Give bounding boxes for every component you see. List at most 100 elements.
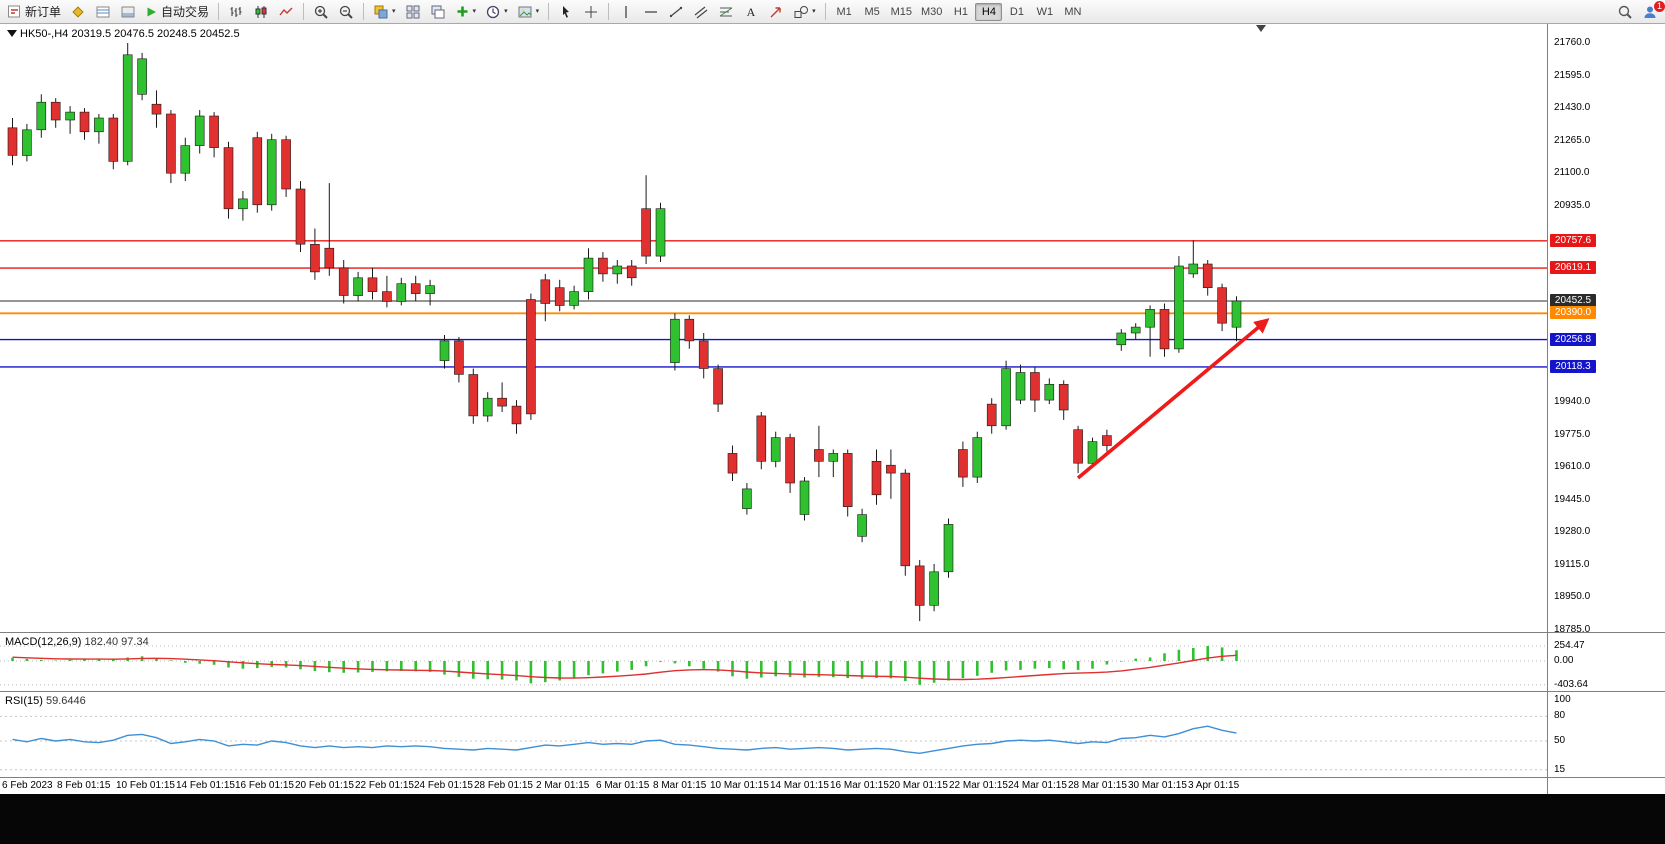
toolbar-separator xyxy=(218,3,220,20)
time-tick-label: 20 Mar 01:15 xyxy=(889,780,948,791)
time-tick-label: 16 Feb 01:15 xyxy=(235,780,294,791)
indicators-button[interactable]: ▾ xyxy=(451,2,481,22)
data-window-button[interactable] xyxy=(91,2,115,22)
templates-button[interactable]: ▾ xyxy=(513,2,544,22)
price-tick-label: 19445.0 xyxy=(1554,493,1591,505)
price-tick-label: 18950.0 xyxy=(1554,591,1591,603)
time-tick-label: 6 Mar 01:15 xyxy=(596,780,650,791)
timeframe-m5-button[interactable]: M5 xyxy=(864,5,880,18)
arrows-button[interactable] xyxy=(764,2,788,22)
toolbar-separator xyxy=(824,3,826,20)
auto-trading-button[interactable]: 自动交易 xyxy=(141,2,213,22)
macd-panel[interactable]: MACD(12,26,9) 182.40 97.34 xyxy=(0,632,1547,691)
price-badge: 20452.5 xyxy=(1550,293,1596,307)
macd-svg[interactable] xyxy=(0,633,1547,691)
price-badge: 20390.0 xyxy=(1550,306,1596,320)
fibonacci-button[interactable] xyxy=(714,2,738,22)
main-price-axis[interactable]: 21760.0 21595.0 21430.0 21265.0 21100.0 20935… xyxy=(1547,24,1665,632)
timeframe-w1-button[interactable]: W1 xyxy=(1036,5,1054,18)
timeframe-m15-button[interactable]: M15 xyxy=(890,5,913,18)
timeframe-m30-button[interactable]: M30 xyxy=(921,5,943,18)
candlestick-svg[interactable] xyxy=(0,24,1547,632)
chart-title: HK50-,H4 20319.5 20476.5 20248.5 20452.5 xyxy=(20,28,240,40)
market-watch-icon xyxy=(70,4,86,20)
timeframe-d1-button[interactable]: D1 xyxy=(1009,5,1024,18)
time-tick-label: 28 Feb 01:15 xyxy=(474,780,533,791)
text-button[interactable]: A xyxy=(739,2,763,22)
cursor-icon xyxy=(558,4,574,20)
dropdown-caret: ▾ xyxy=(812,8,816,15)
time-tick-label: 10 Mar 01:15 xyxy=(710,780,769,791)
main-chart[interactable]: HK50-,H4 20319.5 20476.5 20248.5 20452.5 xyxy=(0,24,1547,632)
zoom-in-button[interactable] xyxy=(309,2,333,22)
dropdown-caret: ▾ xyxy=(392,8,396,15)
bar-chart-button[interactable] xyxy=(224,2,248,22)
toolbar-separator xyxy=(363,3,365,20)
price-tick-label: 20935.0 xyxy=(1554,199,1591,211)
timeframe-h4-button[interactable]: H4 xyxy=(975,2,1003,21)
timeframe-h1-button[interactable]: H1 xyxy=(953,5,968,18)
cascade-windows-button[interactable] xyxy=(426,2,450,22)
rsi-panel[interactable]: RSI(15) 59.6446 xyxy=(0,691,1547,777)
chart-window: HK50-,H4 20319.5 20476.5 20248.5 20452.5… xyxy=(0,24,1665,794)
template-image-icon xyxy=(517,4,533,20)
periods-button[interactable]: ▾ xyxy=(481,2,512,22)
auto-trading-label: 自动交易 xyxy=(161,5,210,19)
zoom-in-icon xyxy=(313,4,329,20)
price-badge: 20256.8 xyxy=(1550,332,1596,346)
cursor-button[interactable] xyxy=(554,2,578,22)
price-tick-label: 21100.0 xyxy=(1554,167,1590,179)
timeframe-group: M1 M5 M15 M30 H1 H4 D1 W1 MN xyxy=(831,2,1087,21)
candlestick-chart-button[interactable] xyxy=(249,2,273,22)
timeframe-m1-button[interactable]: M1 xyxy=(836,5,852,18)
terminal-button[interactable] xyxy=(116,2,140,22)
crosshair-icon xyxy=(583,4,599,20)
line-chart-button[interactable] xyxy=(274,2,298,22)
terminal-icon xyxy=(120,4,136,20)
macd-tick-label: 0.00 xyxy=(1554,655,1574,666)
time-tick-label: 14 Mar 01:15 xyxy=(770,780,829,791)
chart-shift-marker[interactable] xyxy=(1256,25,1266,32)
one-click-trading-toggle[interactable] xyxy=(7,30,17,37)
equidistant-channel-button[interactable] xyxy=(689,2,713,22)
cascade-windows-icon xyxy=(430,4,446,20)
rsi-svg[interactable] xyxy=(0,692,1547,777)
time-axis[interactable]: 6 Feb 2023 8 Feb 01:15 10 Feb 01:15 14 Feb … xyxy=(0,777,1547,794)
macd-tick-label: -403.64 xyxy=(1554,678,1588,690)
time-tick-label: 20 Feb 01:15 xyxy=(295,780,354,791)
time-tick-label: 8 Mar 01:15 xyxy=(653,780,707,791)
profiles-icon xyxy=(373,4,389,20)
crosshair-button[interactable] xyxy=(579,2,603,22)
market-watch-button[interactable] xyxy=(66,2,90,22)
new-order-button[interactable]: 新订单 xyxy=(3,2,65,22)
dropdown-caret: ▾ xyxy=(472,8,477,15)
macd-axis[interactable]: 254.47 0.00 -403.64 xyxy=(1547,632,1665,691)
vertical-line-button[interactable] xyxy=(614,2,638,22)
time-axis-corner xyxy=(1547,777,1665,794)
zoom-out-icon xyxy=(338,4,354,20)
toolbar: 新订单 自动交易 xyxy=(0,0,1665,24)
zoom-out-button[interactable] xyxy=(334,2,358,22)
shapes-button[interactable]: ▾ xyxy=(789,2,820,22)
timeframe-mn-button[interactable]: MN xyxy=(1064,5,1082,18)
price-tick-label: 21265.0 xyxy=(1554,134,1591,146)
toolbar-separator xyxy=(303,3,305,20)
profiles-button[interactable]: ▾ xyxy=(369,2,400,22)
price-tick-label: 19115.0 xyxy=(1554,558,1590,570)
data-window-icon xyxy=(95,4,111,20)
time-tick-label: 3 Apr 01:15 xyxy=(1188,780,1240,791)
horizontal-line-button[interactable] xyxy=(639,2,663,22)
search-button[interactable] xyxy=(1613,2,1637,22)
dropdown-caret: ▾ xyxy=(504,8,508,15)
candlestick-chart-icon xyxy=(253,4,269,20)
rsi-axis[interactable]: 100 80 50 15 xyxy=(1547,691,1665,777)
fibonacci-icon xyxy=(718,4,734,20)
account-button[interactable]: 1 xyxy=(1638,0,1665,22)
price-tick-label: 18785.0 xyxy=(1554,624,1591,632)
bottom-strip xyxy=(0,794,1665,844)
trendline-button[interactable] xyxy=(664,2,688,22)
price-badge: 20757.6 xyxy=(1550,233,1596,247)
new-order-label: 新订单 xyxy=(25,5,62,19)
tile-windows-button[interactable] xyxy=(401,2,425,22)
